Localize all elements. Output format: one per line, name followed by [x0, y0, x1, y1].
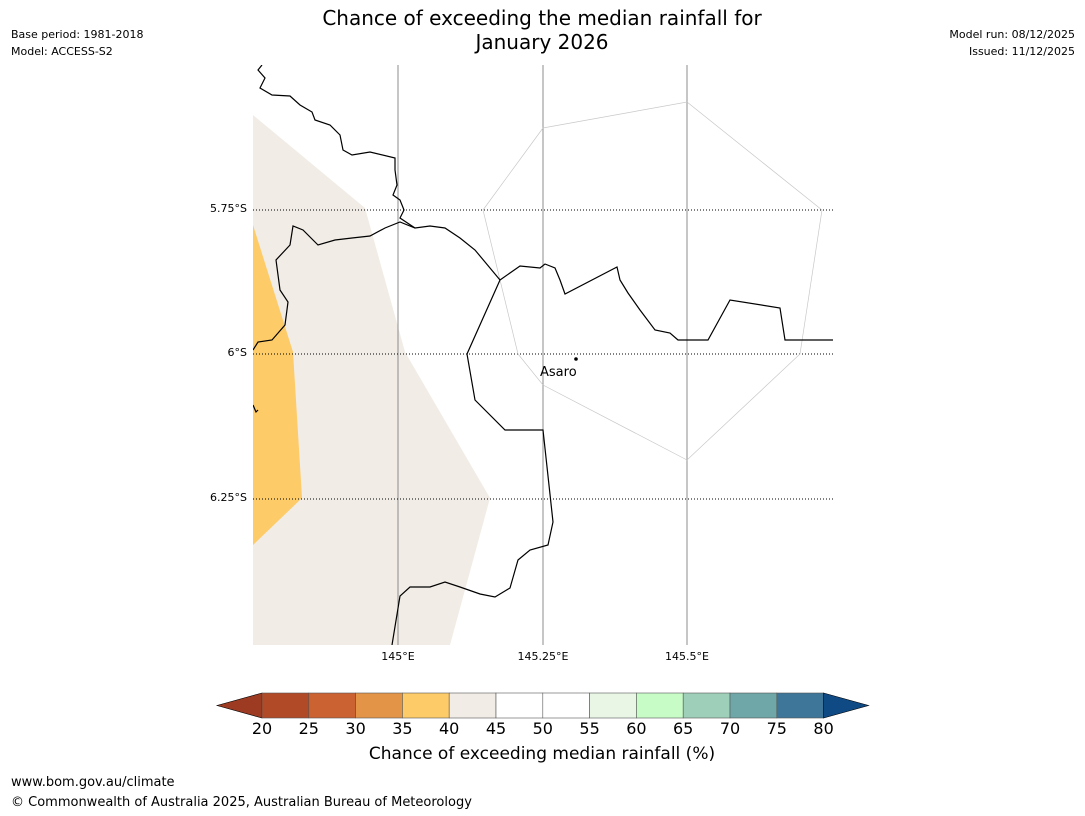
colorbar-tick-label: 70 — [719, 719, 741, 738]
colorbar-tick-label: 80 — [813, 719, 834, 738]
footer-copyright: © Commonwealth of Australia 2025, Austra… — [11, 795, 472, 810]
colorbar-segment — [636, 692, 684, 719]
title-line-1: Chance of exceeding the median rainfall … — [322, 6, 762, 30]
colorbar-tick-label: 40 — [439, 719, 460, 738]
base-period: Base period: 1981-2018 — [11, 28, 144, 41]
colorbar-tick-label: 55 — [579, 719, 600, 738]
colorbar-segment — [448, 692, 497, 719]
lat-label-6: 6°S — [227, 346, 247, 359]
colorbar-segment — [402, 692, 450, 719]
lat-label-5-75: 5.75°S — [210, 202, 247, 215]
boundary-south — [391, 279, 554, 645]
colorbar-segment — [729, 692, 778, 719]
map-area — [253, 65, 833, 645]
colorbar-extend-high — [823, 692, 870, 719]
meta-right: Model run: 08/12/2025 Issued: 11/12/2025 — [949, 26, 1075, 60]
lon-label-145-25: 145.25°E — [517, 650, 569, 663]
issued-date: Issued: 11/12/2025 — [968, 45, 1075, 58]
colorbar-segment — [355, 692, 403, 719]
colorbar — [215, 692, 870, 719]
colorbar-segment — [261, 692, 310, 719]
colorbar-tick-label: 50 — [532, 719, 553, 738]
colorbar-extend-low — [215, 692, 263, 719]
map-title: Chance of exceeding the median rainfall … — [292, 6, 792, 54]
district-outline — [482, 101, 823, 461]
colorbar-segment — [682, 692, 731, 719]
boundary-north — [257, 65, 416, 229]
colorbar-title: Chance of exceeding median rainfall (%) — [368, 744, 716, 764]
boundary-ridge — [499, 263, 833, 341]
lat-label-6-25: 6.25°S — [210, 491, 247, 504]
meta-left: Base period: 1981-2018 Model: ACCESS-S2 — [11, 26, 143, 60]
colorbar-tick-label: 75 — [766, 719, 787, 738]
colorbar-tick-label: 45 — [485, 719, 507, 738]
shading-35-40 — [253, 225, 302, 545]
colorbar-segment — [542, 692, 590, 719]
model-run: Model run: 08/12/2025 — [949, 28, 1075, 41]
colorbar-tick-label: 65 — [673, 719, 694, 738]
asaro-marker — [574, 357, 578, 361]
colorbar-tick-label: 25 — [298, 719, 319, 738]
colorbar-tick-label: 30 — [345, 719, 366, 738]
footer-website[interactable]: www.bom.gov.au/climate — [11, 775, 175, 790]
colorbar-segment — [589, 692, 637, 719]
model-name: Model: ACCESS-S2 — [11, 45, 113, 58]
colorbar-segment — [495, 692, 544, 719]
boundary-west-fragment — [253, 404, 259, 414]
lon-label-145: 145°E — [381, 650, 415, 663]
colorbar-tick-label: 20 — [251, 719, 273, 738]
place-label-asaro: Asaro — [540, 365, 577, 380]
colorbar-segment — [308, 692, 356, 719]
boundary-west — [253, 221, 501, 351]
title-line-2: January 2026 — [475, 30, 609, 54]
colorbar-segment — [776, 692, 824, 719]
colorbar-tick-label: 35 — [392, 719, 413, 738]
colorbar-tick-label: 60 — [626, 719, 647, 738]
shading-40-45 — [253, 115, 490, 645]
lon-label-145-5: 145.5°E — [665, 650, 709, 663]
